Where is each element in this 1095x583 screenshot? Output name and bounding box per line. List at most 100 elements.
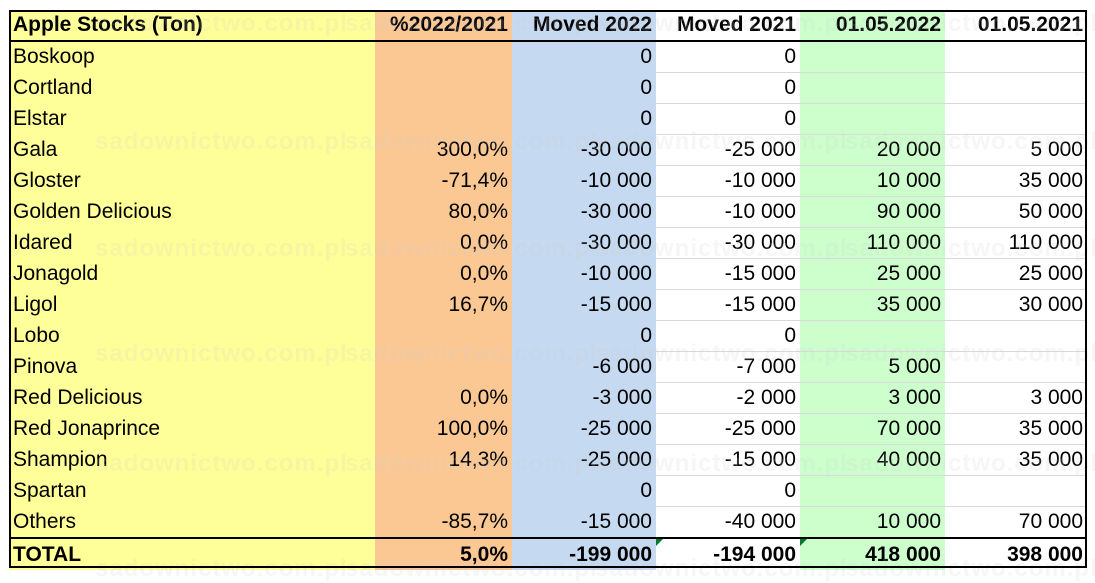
table-row: Red Delicious 0,0% -3 000 -2 000 3 000 3 000: [9, 382, 1087, 414]
header-moved-2021: Moved 2021: [656, 10, 800, 42]
cell-stock-2022: [800, 72, 945, 104]
header-moved-2022: Moved 2022: [512, 10, 656, 42]
cell-stock-2021: [945, 72, 1087, 104]
cell-moved-2021: 0: [656, 475, 800, 507]
table-row: Gloster -71,4% -10 000 -10 000 10 000 35 000: [9, 165, 1087, 197]
cell-stock-2021: 35 000: [945, 444, 1087, 476]
cell-pct: [375, 103, 512, 135]
header-pct: %2022/2021: [375, 10, 512, 42]
cell-name: Gloster: [9, 165, 375, 197]
cell-stock-2021: [945, 320, 1087, 352]
cell-name: Golden Delicious: [9, 196, 375, 228]
cell-name: Spartan: [9, 475, 375, 507]
table-row: Pinova -6 000 -7 000 5 000: [9, 351, 1087, 383]
cell-moved-2021: -25 000: [656, 413, 800, 445]
cell-stock-2021: [945, 103, 1087, 135]
cell-name: Elstar: [9, 103, 375, 135]
table-row: Gala 300,0% -30 000 -25 000 20 000 5 000: [9, 134, 1087, 166]
cell-moved-2021: -2 000: [656, 382, 800, 414]
total-row: TOTAL 5,0% -199 000 -194 000 418 000 398…: [9, 537, 1087, 570]
cell-stock-2021: [945, 475, 1087, 507]
cell-name: Idared: [9, 227, 375, 259]
cell-stock-2022: 10 000: [800, 165, 945, 197]
total-moved-2022: -199 000: [512, 537, 656, 570]
apple-stocks-table: Apple Stocks (Ton) %2022/2021 Moved 2022…: [9, 10, 1087, 570]
cell-stock-2022: 70 000: [800, 413, 945, 445]
cell-stock-2021: 30 000: [945, 289, 1087, 321]
cell-stock-2022: 5 000: [800, 351, 945, 383]
cell-moved-2021: 0: [656, 72, 800, 104]
table-row: Elstar 0 0: [9, 103, 1087, 135]
cell-moved-2021: 0: [656, 320, 800, 352]
cell-name: Gala: [9, 134, 375, 166]
cell-stock-2021: 35 000: [945, 165, 1087, 197]
cell-stock-2021: 110 000: [945, 227, 1087, 259]
cell-pct: [375, 351, 512, 383]
cell-name: Jonagold: [9, 258, 375, 290]
cell-stock-2022: 3 000: [800, 382, 945, 414]
cell-stock-2022: [800, 320, 945, 352]
cell-stock-2022: 20 000: [800, 134, 945, 166]
cell-moved-2022: -25 000: [512, 444, 656, 476]
cell-moved-2021: -7 000: [656, 351, 800, 383]
total-stock-2021: 398 000: [945, 537, 1087, 570]
table-header-row: Apple Stocks (Ton) %2022/2021 Moved 2022…: [9, 10, 1087, 42]
table-row: Boskoop 0 0: [9, 41, 1087, 73]
cell-pct: [375, 72, 512, 104]
cell-moved-2022: 0: [512, 475, 656, 507]
table-row: Jonagold 0,0% -10 000 -15 000 25 000 25 000: [9, 258, 1087, 290]
cell-moved-2022: -30 000: [512, 227, 656, 259]
cell-stock-2021: 70 000: [945, 506, 1087, 539]
cell-moved-2022: 0: [512, 103, 656, 135]
cell-moved-2022: -15 000: [512, 289, 656, 321]
cell-name: Red Delicious: [9, 382, 375, 414]
cell-stock-2022: 10 000: [800, 506, 945, 539]
cell-moved-2021: -10 000: [656, 165, 800, 197]
table-row: Ligol 16,7% -15 000 -15 000 35 000 30 000: [9, 289, 1087, 321]
cell-stock-2021: 50 000: [945, 196, 1087, 228]
cell-name: Lobo: [9, 320, 375, 352]
cell-stock-2022: [800, 103, 945, 135]
cell-moved-2021: 0: [656, 41, 800, 73]
table-row: Shampion 14,3% -25 000 -15 000 40 000 35 000: [9, 444, 1087, 476]
table-row: Golden Delicious 80,0% -30 000 -10 000 90 00…: [9, 196, 1087, 228]
table-row: Lobo 0 0: [9, 320, 1087, 352]
cell-moved-2022: -6 000: [512, 351, 656, 383]
cell-moved-2022: -15 000: [512, 506, 656, 538]
cell-name: Cortland: [9, 72, 375, 104]
cell-moved-2022: 0: [512, 72, 656, 104]
header-stock-2022: 01.05.2022: [800, 10, 945, 42]
cell-name: Red Jonaprince: [9, 413, 375, 445]
table-row: Cortland 0 0: [9, 72, 1087, 104]
cell-stock-2021: 35 000: [945, 413, 1087, 445]
cell-stock-2021: [945, 351, 1087, 383]
cell-stock-2021: 25 000: [945, 258, 1087, 290]
cell-moved-2022: 0: [512, 41, 656, 73]
cell-stock-2022: 35 000: [800, 289, 945, 321]
cell-pct: 0,0%: [375, 227, 512, 259]
cell-stock-2022: 25 000: [800, 258, 945, 290]
cell-moved-2022: 0: [512, 320, 656, 352]
header-name: Apple Stocks (Ton): [9, 10, 375, 42]
cell-stock-2021: [945, 41, 1087, 73]
cell-moved-2021: 0: [656, 103, 800, 135]
cell-moved-2021: -15 000: [656, 444, 800, 476]
cell-moved-2021: -15 000: [656, 289, 800, 321]
cell-stock-2022: 110 000: [800, 227, 945, 259]
cell-stock-2021: 3 000: [945, 382, 1087, 414]
cell-pct: -85,7%: [375, 506, 512, 538]
cell-moved-2022: -10 000: [512, 258, 656, 290]
table-row: Red Jonaprince 100,0% -25 000 -25 000 70 000…: [9, 413, 1087, 445]
cell-pct: [375, 475, 512, 507]
total-label: TOTAL: [9, 537, 375, 570]
cell-pct: 80,0%: [375, 196, 512, 228]
header-stock-2021: 01.05.2021: [945, 10, 1087, 42]
cell-stock-2021: 5 000: [945, 134, 1087, 166]
cell-moved-2022: -30 000: [512, 196, 656, 228]
cell-pct: 100,0%: [375, 413, 512, 445]
cell-pct: 16,7%: [375, 289, 512, 321]
cell-moved-2022: -25 000: [512, 413, 656, 445]
cell-moved-2021: -10 000: [656, 196, 800, 228]
cell-name: Pinova: [9, 351, 375, 383]
cell-name: Ligol: [9, 289, 375, 321]
